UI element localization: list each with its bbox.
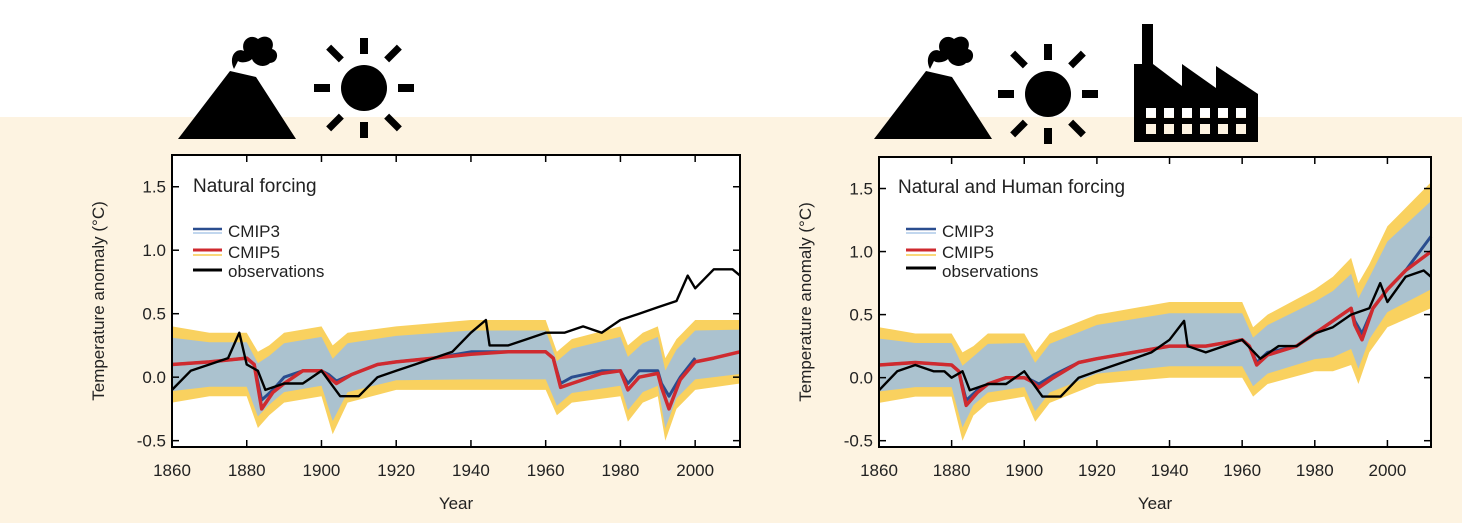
legend-label-observations: observations [942,262,1038,281]
legend-label-observations: observations [228,262,324,281]
legend: CMIP3 CMIP5 observations [193,222,324,281]
x-tick-label: 1920 [377,461,415,480]
y-tick-label: -0.5 [844,432,873,451]
cmip3-runs-band [172,329,740,429]
plot-frame [171,154,741,448]
x-tick-label: 1980 [602,461,640,480]
legend-label-cmip5: CMIP5 [228,243,280,262]
model-runs-spread [172,320,740,441]
volcano-icon [178,36,296,139]
series-lines [878,235,1433,408]
y-tick-label: 1.5 [849,180,873,199]
chart-title: Natural forcing [193,176,317,197]
sun-icon [998,44,1098,144]
cmip3-runs-band [879,201,1431,428]
factory-icon [1134,24,1258,142]
legend-label-cmip3: CMIP3 [942,222,994,241]
legend: CMIP3 CMIP5 observations [906,222,1038,281]
x-tick-label: 1900 [303,461,341,480]
series-line-observations [878,269,1432,398]
forcing-icons-left [178,36,414,139]
chart-natural-forcing: -0.5 0.0 0.5 1.0 1.5 1860 1880 1900 1920 1940 196… [89,154,741,513]
chart-natural-and-human-forcing: -0.5 0.0 0.5 1.0 1.5 1860 1880 1900 1920 1940 196… [796,156,1433,513]
y-tick-label: 0.5 [849,306,873,325]
x-tick-label: 1960 [1223,461,1261,480]
x-tick-label: 1900 [1005,461,1043,480]
x-tick-label: 1880 [933,461,971,480]
forcing-icons-right [874,24,1258,144]
y-tick-label: 1.5 [142,178,166,197]
y-axis-label: Temperature anomaly (°C) [89,201,108,401]
y-tick-label: 1.0 [849,243,873,262]
x-tick-label: 1860 [153,461,191,480]
y-axis: -0.5 0.0 0.5 1.0 1.5 [137,178,740,451]
y-tick-label: -0.5 [137,432,166,451]
legend-label-cmip3: CMIP3 [228,222,280,241]
series-line-cmip5 [878,250,1433,408]
x-axis-label: Year [439,494,474,513]
y-tick-label: 0.5 [142,305,166,324]
x-tick-label: 2000 [1369,461,1407,480]
x-tick-label: 1940 [452,461,490,480]
volcano-icon [874,36,992,139]
series-line-cmip5 [171,350,741,411]
y-axis: -0.5 0.0 0.5 1.0 1.5 [844,180,1431,451]
x-tick-label: 1940 [1151,461,1189,480]
x-tick-label: 1880 [228,461,266,480]
y-tick-label: 0.0 [142,368,166,387]
y-tick-label: 1.0 [142,241,166,260]
x-axis: 1860 1880 1900 1920 1940 1960 1980 2000 [860,157,1406,480]
chart-title: Natural and Human forcing [898,177,1125,198]
x-tick-label: 1920 [1078,461,1116,480]
plot-frame [878,156,1432,448]
x-tick-label: 2000 [676,461,714,480]
x-tick-label: 1960 [527,461,565,480]
x-axis-label: Year [1138,494,1173,513]
y-axis-label: Temperature anomaly (°C) [796,202,815,402]
series-line-observations [171,268,741,398]
series-lines [171,268,741,411]
legend-label-cmip5: CMIP5 [942,243,994,262]
sun-icon [314,38,414,138]
x-tick-label: 1980 [1296,461,1334,480]
x-axis: 1860 1880 1900 1920 1940 1960 1980 2000 [153,155,714,480]
y-tick-label: 0.0 [849,369,873,388]
x-tick-label: 1860 [860,461,898,480]
